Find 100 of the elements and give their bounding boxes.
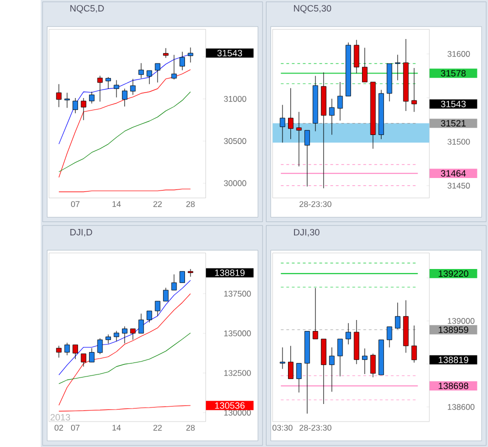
ref-line-label: 138959 — [438, 326, 468, 333]
x-tick-label: 14 — [112, 201, 121, 207]
x-tick-label: 22 — [153, 201, 162, 207]
x-tick-label: 07 — [71, 201, 80, 207]
candlestick — [354, 39, 360, 74]
x-tick-label: 02 — [54, 424, 64, 431]
candlestick — [180, 51, 185, 70]
candlestick — [329, 346, 335, 392]
candlestick — [280, 104, 286, 143]
candlestick — [64, 342, 70, 356]
candlestick — [288, 345, 294, 379]
candlestick — [89, 91, 94, 104]
ref-line-label: 138698 — [438, 382, 468, 389]
candlestick — [146, 310, 152, 323]
candlestick — [337, 82, 343, 121]
candlestick — [312, 288, 318, 340]
candlestick — [106, 334, 111, 344]
candlestick — [64, 92, 70, 108]
candlestick — [56, 345, 62, 358]
x-tick-label: 28-23:30 — [300, 201, 332, 207]
candlestick — [130, 328, 136, 340]
candlestick — [296, 111, 302, 166]
x-axis-title: 2013 — [50, 414, 70, 420]
y-tick-label: 132500 — [224, 370, 251, 376]
candlestick — [130, 78, 136, 95]
candlestick — [56, 84, 62, 108]
x-tick-label: 28 — [186, 201, 195, 207]
candlestick — [337, 338, 343, 377]
chart-title: DJI,30 — [294, 228, 320, 236]
x-tick-label: 28 — [186, 424, 195, 431]
y-tick-label: 137500 — [224, 290, 251, 296]
line-series — [58, 280, 191, 376]
candlestick — [362, 47, 368, 82]
x-tick-label: 03:30 — [272, 424, 292, 431]
text: 138819 — [215, 269, 245, 276]
candlestick — [296, 362, 302, 393]
candlestick — [154, 300, 160, 316]
candlestick — [370, 353, 376, 378]
candlestick — [122, 88, 128, 107]
ref-line-label: 31578 — [440, 70, 466, 76]
chart-title: DJI,D — [70, 228, 92, 236]
candlestick — [72, 344, 78, 360]
candlestick — [97, 338, 103, 354]
candlestick — [346, 322, 352, 345]
candlestick — [411, 68, 417, 112]
candlestick — [288, 88, 294, 140]
candlestick — [138, 313, 144, 334]
candlestick — [280, 346, 286, 370]
candlestick — [386, 326, 392, 348]
x-tick-label: 22 — [153, 424, 162, 430]
ref-line-label: 31521 — [440, 120, 466, 126]
candlestick — [394, 302, 400, 330]
y-tick-label: 31500 — [448, 138, 470, 145]
candlestick — [114, 80, 120, 98]
candlestick — [171, 274, 177, 290]
candlestick — [72, 98, 78, 114]
chart-title: NQC5,30 — [294, 4, 332, 14]
y-tick-label: 130000 — [224, 410, 251, 416]
candlestick — [411, 325, 417, 363]
candlestick — [163, 287, 169, 302]
line-series — [58, 91, 191, 172]
line-series — [58, 69, 191, 178]
y-tick-label: 31600 — [448, 50, 470, 57]
ref-line-label: 139220 — [438, 270, 468, 277]
ref-line-label: 31464 — [440, 170, 466, 176]
candlestick — [122, 326, 128, 344]
y-tick-label: 30000 — [224, 180, 246, 186]
y-tick-label: 31450 — [448, 182, 470, 188]
candlestick — [163, 48, 169, 58]
line-series — [58, 293, 191, 406]
text: 138819 — [438, 356, 468, 363]
candlestick — [138, 62, 144, 78]
candlestick — [80, 98, 86, 120]
y-tick-label: 139000 — [448, 318, 474, 324]
x-tick-label: 07 — [71, 424, 80, 431]
candlestick — [154, 63, 160, 83]
candlestick — [304, 130, 310, 187]
text: 130536 — [215, 402, 245, 409]
y-tick-label: 31000 — [224, 96, 246, 102]
y-tick-label: 138600 — [448, 404, 474, 410]
candlestick — [89, 348, 94, 362]
candlestick — [180, 271, 185, 283]
candlestick — [114, 330, 120, 342]
y-tick-label: 135000 — [224, 330, 251, 336]
candlestick — [188, 268, 194, 277]
candlestick — [80, 353, 86, 367]
candlestick — [188, 47, 194, 63]
candlestick — [106, 76, 111, 89]
candlestick — [171, 54, 177, 80]
candlestick — [362, 348, 368, 374]
text: 31543 — [440, 100, 466, 108]
line-series — [58, 332, 191, 384]
candlestick — [146, 70, 152, 84]
candlestick — [329, 98, 335, 135]
text: 31543 — [217, 50, 242, 56]
x-tick-label: 14 — [112, 424, 121, 430]
x-tick-label: 28-23:30 — [300, 424, 332, 431]
candlestick — [97, 75, 103, 102]
y-tick-label: 30500 — [224, 138, 246, 144]
chart-title: NQC5,D — [70, 4, 104, 14]
